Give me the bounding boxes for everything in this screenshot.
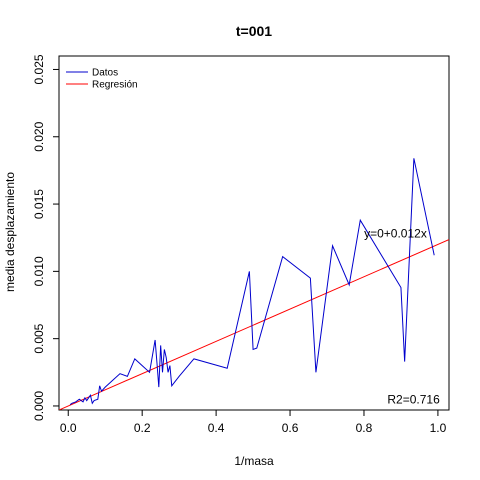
annotation-text: y=0+0.012x bbox=[364, 227, 427, 241]
plot-area: 0.0 0.2 0.4 0.6 0.8 1.0 0.000 0.005 0.010 0.015 0.… bbox=[32, 54, 450, 435]
y-tick-label: 0.010 bbox=[32, 256, 46, 286]
y-tick-label: 0.015 bbox=[32, 189, 46, 219]
x-tick-label: 1.0 bbox=[430, 421, 447, 435]
x-tick-label: 0.2 bbox=[134, 421, 151, 435]
x-tick-label: 0.0 bbox=[60, 421, 77, 435]
chart-title: t=001 bbox=[236, 23, 272, 39]
y-axis-label: media desplazamiento bbox=[3, 172, 17, 292]
legend-label: Datos bbox=[92, 68, 118, 79]
x-tick-label: 0.8 bbox=[356, 421, 373, 435]
x-tick-label: 0.4 bbox=[208, 421, 225, 435]
x-tick-label: 0.6 bbox=[282, 421, 299, 435]
series-line-regresion bbox=[59, 239, 449, 410]
series-line-datos bbox=[69, 158, 435, 406]
annotation-text: R2=0.716 bbox=[387, 392, 440, 406]
y-tick-label: 0.005 bbox=[32, 323, 46, 353]
y-tick-label: 0.020 bbox=[32, 121, 46, 151]
y-tick-label: 0.000 bbox=[32, 391, 46, 421]
x-axis-label: 1/masa bbox=[234, 454, 274, 468]
y-tick-label: 0.025 bbox=[32, 54, 46, 84]
legend-label: Regresión bbox=[92, 80, 138, 91]
plot-frame bbox=[58, 55, 450, 411]
